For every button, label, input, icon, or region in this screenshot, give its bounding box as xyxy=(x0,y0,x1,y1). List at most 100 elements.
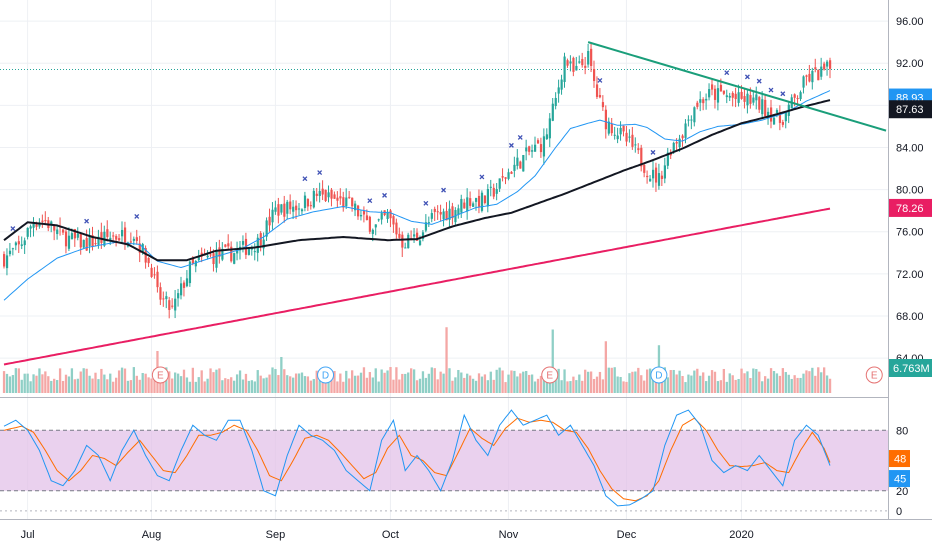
candle[interactable] xyxy=(165,291,168,309)
candle[interactable] xyxy=(687,115,690,127)
candle[interactable] xyxy=(177,288,180,307)
candle[interactable] xyxy=(53,224,56,241)
candle[interactable] xyxy=(180,276,183,300)
candle[interactable] xyxy=(8,243,12,257)
candle[interactable] xyxy=(755,86,758,110)
candle[interactable] xyxy=(531,144,534,158)
candle[interactable] xyxy=(737,84,740,107)
candle[interactable] xyxy=(156,265,159,293)
candle[interactable] xyxy=(713,85,717,109)
candle[interactable] xyxy=(784,110,787,129)
candle[interactable] xyxy=(321,180,324,201)
candle[interactable] xyxy=(643,164,646,178)
candle[interactable] xyxy=(590,44,593,73)
candle[interactable] xyxy=(407,232,410,249)
candle[interactable] xyxy=(528,145,531,156)
candle[interactable] xyxy=(123,221,127,250)
candle[interactable] xyxy=(752,91,755,106)
candle[interactable] xyxy=(610,117,613,136)
candle[interactable] xyxy=(699,91,702,112)
candle[interactable] xyxy=(44,211,47,225)
candle[interactable] xyxy=(539,137,543,158)
candle[interactable] xyxy=(224,244,227,248)
candle[interactable] xyxy=(20,236,23,250)
candle[interactable] xyxy=(283,195,286,223)
candle[interactable] xyxy=(705,93,708,110)
candle[interactable] xyxy=(725,89,728,104)
candle[interactable] xyxy=(507,168,510,181)
candle[interactable] xyxy=(722,90,725,96)
candle[interactable] xyxy=(233,252,236,265)
candle[interactable] xyxy=(206,250,209,260)
candle[interactable] xyxy=(504,177,507,185)
candle[interactable] xyxy=(289,194,292,215)
candle[interactable] xyxy=(150,263,153,278)
candle[interactable] xyxy=(259,231,262,252)
candle[interactable] xyxy=(442,208,445,227)
candle[interactable] xyxy=(76,227,79,241)
candle[interactable] xyxy=(386,209,389,223)
candle[interactable] xyxy=(315,187,318,202)
candle[interactable] xyxy=(460,194,463,218)
candle[interactable] xyxy=(88,228,91,254)
earnings-event[interactable]: E xyxy=(865,366,883,384)
candle[interactable] xyxy=(345,188,348,209)
candle[interactable] xyxy=(162,291,165,307)
candle[interactable] xyxy=(445,202,448,221)
candle[interactable] xyxy=(271,202,274,230)
candle[interactable] xyxy=(731,91,734,107)
candle[interactable] xyxy=(392,214,395,233)
candle[interactable] xyxy=(545,128,548,140)
price-axis-ticks[interactable]: 96.0092.0088.0084.0080.0076.0072.0068.00… xyxy=(896,16,924,365)
candle[interactable] xyxy=(253,243,256,261)
dividend-event[interactable]: D xyxy=(650,366,668,384)
candle[interactable] xyxy=(654,162,658,192)
candle[interactable] xyxy=(451,202,454,225)
candle[interactable] xyxy=(716,80,720,111)
candle[interactable] xyxy=(135,229,138,245)
candle[interactable] xyxy=(448,200,451,229)
candle[interactable] xyxy=(106,220,109,242)
candle[interactable] xyxy=(566,58,569,68)
candle[interactable] xyxy=(616,127,619,144)
candle[interactable] xyxy=(634,137,637,153)
candle[interactable] xyxy=(368,215,371,235)
candle[interactable] xyxy=(770,99,773,129)
dividend-event[interactable]: D xyxy=(317,366,335,384)
candle[interactable] xyxy=(359,209,363,221)
candle[interactable] xyxy=(115,234,118,247)
trendline-segment[interactable] xyxy=(587,41,887,132)
candle[interactable] xyxy=(761,91,764,119)
candle[interactable] xyxy=(758,95,761,113)
candle[interactable] xyxy=(814,58,817,73)
candle[interactable] xyxy=(82,239,85,249)
candle[interactable] xyxy=(118,234,121,241)
candle[interactable] xyxy=(436,205,439,220)
candle[interactable] xyxy=(138,235,141,263)
candle[interactable] xyxy=(805,74,808,86)
candle[interactable] xyxy=(495,182,498,201)
candle[interactable] xyxy=(398,227,401,239)
candle[interactable] xyxy=(477,189,481,214)
candle[interactable] xyxy=(336,191,339,208)
candle[interactable] xyxy=(395,218,398,239)
candle[interactable] xyxy=(26,227,29,240)
candle[interactable] xyxy=(463,198,466,209)
candle[interactable] xyxy=(625,125,628,147)
candle[interactable] xyxy=(404,242,407,249)
candle[interactable] xyxy=(646,170,649,184)
candle[interactable] xyxy=(327,185,330,203)
candle[interactable] xyxy=(362,206,366,223)
candle[interactable] xyxy=(811,67,814,90)
candle[interactable] xyxy=(542,128,546,165)
candle[interactable] xyxy=(622,125,625,137)
candle[interactable] xyxy=(522,154,525,172)
candle[interactable] xyxy=(820,57,823,80)
candle[interactable] xyxy=(67,227,71,252)
candle[interactable] xyxy=(649,175,652,182)
candle[interactable] xyxy=(551,98,554,122)
candle[interactable] xyxy=(23,237,26,254)
candle[interactable] xyxy=(212,249,215,272)
